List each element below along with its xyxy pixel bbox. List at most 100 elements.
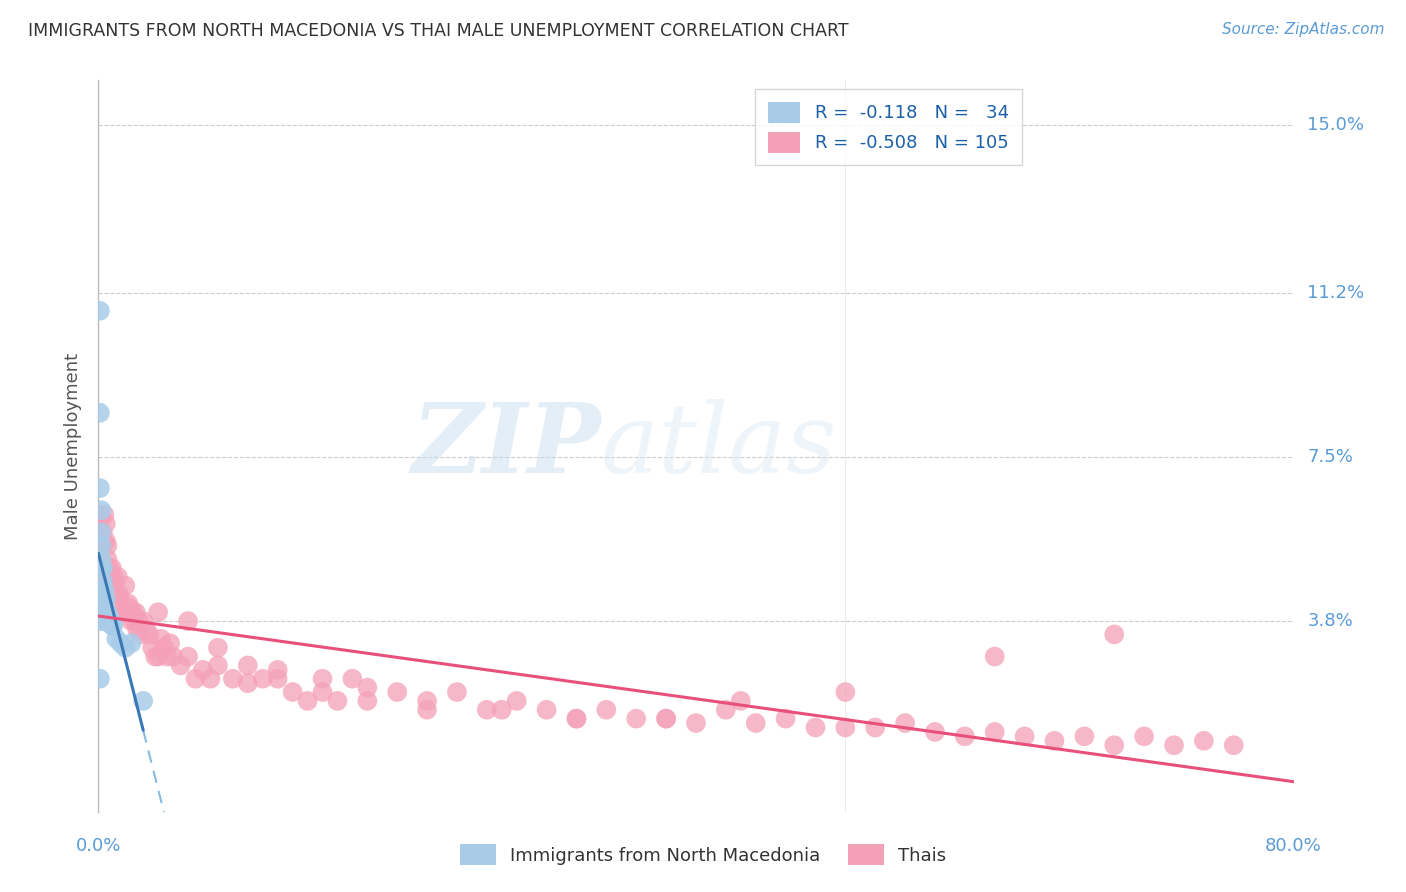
- Point: [117, 596, 139, 610]
- Text: Source: ZipAtlas.com: Source: ZipAtlas.com: [1222, 22, 1385, 37]
- Text: 0.0%: 0.0%: [76, 837, 121, 855]
- Point: [101, 561, 124, 575]
- Point: [953, 730, 976, 744]
- Point: [685, 716, 707, 731]
- Point: [1014, 730, 1036, 744]
- Point: [132, 614, 155, 628]
- Point: [91, 596, 114, 610]
- Point: [834, 685, 856, 699]
- Point: [141, 640, 163, 655]
- Point: [93, 596, 115, 610]
- Point: [342, 672, 364, 686]
- Point: [834, 721, 856, 735]
- Point: [184, 672, 207, 686]
- Point: [865, 721, 887, 735]
- Point: [236, 658, 259, 673]
- Point: [446, 685, 468, 699]
- Point: [91, 605, 114, 619]
- Point: [91, 561, 114, 575]
- Point: [222, 672, 245, 686]
- Point: [91, 574, 114, 589]
- Point: [90, 539, 112, 553]
- Point: [94, 591, 117, 606]
- Point: [326, 694, 349, 708]
- Point: [90, 552, 112, 566]
- Point: [1133, 730, 1156, 744]
- Point: [114, 640, 136, 655]
- Point: [143, 649, 166, 664]
- Point: [103, 618, 125, 632]
- Point: [200, 672, 222, 686]
- Point: [1073, 730, 1095, 744]
- Point: [121, 605, 143, 619]
- Point: [138, 627, 160, 641]
- Point: [626, 712, 648, 726]
- Point: [89, 303, 111, 318]
- Point: [385, 685, 409, 699]
- Point: [96, 614, 118, 628]
- Point: [207, 640, 229, 655]
- Point: [111, 605, 134, 619]
- Point: [565, 712, 588, 726]
- Point: [105, 632, 128, 646]
- Point: [89, 481, 111, 495]
- Legend: Immigrants from North Macedonia, Thais: Immigrants from North Macedonia, Thais: [451, 835, 955, 874]
- Point: [475, 703, 498, 717]
- Text: IMMIGRANTS FROM NORTH MACEDONIA VS THAI MALE UNEMPLOYMENT CORRELATION CHART: IMMIGRANTS FROM NORTH MACEDONIA VS THAI …: [28, 22, 849, 40]
- Point: [267, 663, 290, 677]
- Point: [1043, 733, 1066, 747]
- Point: [104, 579, 127, 593]
- Point: [356, 694, 378, 708]
- Point: [207, 658, 229, 673]
- Point: [536, 703, 558, 717]
- Point: [416, 703, 439, 717]
- Text: 3.8%: 3.8%: [1308, 612, 1353, 630]
- Point: [177, 649, 200, 664]
- Point: [96, 605, 118, 619]
- Text: 11.2%: 11.2%: [1308, 284, 1365, 302]
- Point: [96, 539, 118, 553]
- Point: [93, 614, 115, 628]
- Point: [90, 503, 112, 517]
- Point: [97, 561, 120, 575]
- Point: [191, 663, 214, 677]
- Point: [105, 587, 128, 601]
- Point: [96, 552, 118, 566]
- Point: [267, 672, 290, 686]
- Point: [416, 694, 439, 708]
- Point: [311, 685, 333, 699]
- Point: [297, 694, 319, 708]
- Point: [94, 614, 117, 628]
- Text: 7.5%: 7.5%: [1308, 448, 1354, 467]
- Point: [128, 614, 150, 628]
- Point: [93, 583, 115, 598]
- Point: [162, 649, 184, 664]
- Point: [114, 579, 136, 593]
- Point: [91, 525, 114, 540]
- Point: [105, 587, 128, 601]
- Point: [1104, 627, 1126, 641]
- Point: [90, 525, 112, 540]
- Point: [491, 703, 513, 717]
- Point: [595, 703, 617, 717]
- Point: [124, 614, 146, 628]
- Point: [93, 570, 115, 584]
- Point: [356, 681, 378, 695]
- Point: [984, 649, 1007, 664]
- Point: [159, 636, 181, 650]
- Point: [169, 658, 191, 673]
- Y-axis label: Male Unemployment: Male Unemployment: [63, 352, 82, 540]
- Point: [98, 570, 122, 584]
- Point: [1223, 738, 1246, 752]
- Point: [655, 712, 678, 726]
- Point: [1163, 738, 1185, 752]
- Text: ZIP: ZIP: [411, 399, 600, 493]
- Point: [745, 716, 768, 731]
- Point: [93, 508, 115, 522]
- Point: [96, 579, 118, 593]
- Legend: R =  -0.118   N =   34, R =  -0.508   N = 105: R = -0.118 N = 34, R = -0.508 N = 105: [755, 89, 1022, 165]
- Point: [90, 614, 112, 628]
- Point: [135, 623, 157, 637]
- Point: [103, 570, 125, 584]
- Point: [311, 672, 333, 686]
